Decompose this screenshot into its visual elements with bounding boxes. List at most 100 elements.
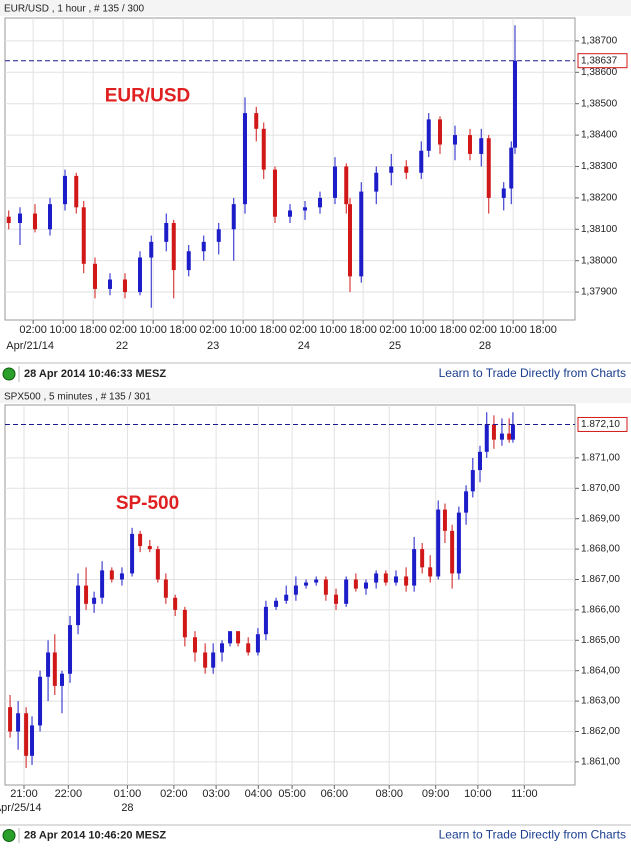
candle-body — [171, 222, 176, 271]
status-indicator — [2, 829, 16, 842]
candle-body — [254, 113, 259, 129]
current-price-label: 1,38637 — [581, 55, 618, 66]
candle-body — [344, 579, 349, 604]
candle-body — [119, 573, 124, 580]
date-label: 22 — [116, 340, 128, 352]
candle-body — [374, 172, 379, 192]
candle-body — [383, 573, 388, 583]
y-tick-label: 1,38300 — [581, 161, 618, 172]
current-price-box — [577, 416, 628, 432]
x-tick-label: 18:00 — [259, 324, 287, 336]
candle-body — [149, 241, 154, 258]
candle-body — [274, 600, 279, 607]
date-label: Apr/25/14 — [0, 802, 42, 814]
candle-body — [109, 570, 114, 580]
candle-body — [16, 713, 21, 732]
candle-body — [442, 509, 447, 531]
x-tick-label: 02:00 — [19, 324, 47, 336]
candle-body — [84, 585, 89, 604]
y-tick-label: 1,37900 — [581, 287, 618, 298]
candle-body — [186, 251, 191, 271]
candle-body — [123, 279, 127, 293]
candle-body — [436, 509, 441, 577]
candle-body — [404, 166, 409, 173]
candle-body — [138, 533, 143, 547]
candle-body — [236, 631, 241, 644]
y-tick-label: 1,38400 — [581, 130, 618, 141]
x-tick-label: 05:00 — [278, 788, 306, 800]
y-tick-label: 1.865,00 — [581, 635, 620, 646]
plot-area — [4, 17, 576, 321]
candle-body — [60, 673, 64, 686]
candle-body — [304, 582, 309, 586]
candle-body — [491, 424, 496, 440]
candle-body — [314, 579, 319, 583]
candle-body — [182, 609, 187, 638]
x-tick-label: 03:00 — [202, 788, 230, 800]
y-tick-label: 1,38500 — [581, 98, 618, 109]
candle-body — [74, 175, 79, 208]
candle-body — [323, 579, 328, 595]
candle-body — [163, 579, 168, 598]
candle-body — [38, 676, 43, 726]
candle-body — [507, 433, 512, 440]
chart-header: SPX500 , 5 minutes , # 135 / 301 — [4, 392, 151, 403]
x-tick-label: 21:00 — [10, 788, 38, 800]
date-label: 28 — [121, 802, 133, 814]
x-tick-label: 02:00 — [289, 324, 317, 336]
annotation: EUR/USD — [105, 86, 191, 107]
timestamp: 28 Apr 2014 10:46:20 MESZ — [24, 829, 166, 841]
y-tick-label: 1.861,00 — [581, 757, 620, 768]
date-label: 25 — [389, 340, 401, 352]
candle-body — [63, 175, 67, 205]
y-tick-label: 1,38000 — [581, 255, 618, 266]
link[interactable]: Learn to Trade Directly from Charts — [439, 828, 626, 842]
x-tick-label: 10:00 — [464, 788, 492, 800]
candle-body — [81, 207, 86, 264]
x-tick-label: 18:00 — [79, 324, 107, 336]
candle-body — [46, 652, 51, 677]
candle-body — [419, 150, 424, 173]
x-tick-label: 10:00 — [499, 324, 527, 336]
y-tick-label: 1.863,00 — [581, 696, 620, 707]
candle-body — [216, 229, 221, 242]
y-tick-label: 1.871,00 — [581, 453, 620, 464]
chart-header: EUR/USD , 1 hour , # 135 / 300 — [4, 4, 145, 15]
link[interactable]: Learn to Trade Directly from Charts — [439, 366, 626, 380]
candle-body — [228, 631, 233, 644]
candle-body — [484, 424, 489, 452]
candle-body — [450, 530, 455, 574]
candle-body — [438, 119, 442, 145]
candle-body — [18, 213, 22, 223]
x-tick-label: 18:00 — [439, 324, 467, 336]
candle-body — [76, 585, 81, 626]
candle-body — [468, 135, 472, 154]
candle-body — [48, 204, 52, 230]
x-tick-label: 02:00 — [160, 788, 188, 800]
candle-body — [456, 512, 461, 574]
candle-body — [374, 573, 379, 583]
candle-body — [138, 257, 142, 293]
candle-body — [404, 576, 409, 586]
date-label: 24 — [298, 340, 310, 352]
candle-body — [93, 263, 97, 289]
x-tick-label: 08:00 — [375, 788, 403, 800]
y-tick-label: 1.862,00 — [581, 726, 620, 737]
candle-body — [510, 424, 515, 440]
x-tick-label: 01:00 — [114, 788, 142, 800]
candle-body — [201, 241, 206, 252]
candle-body — [318, 197, 322, 208]
candle-body — [364, 582, 368, 589]
candle-body — [353, 579, 358, 589]
candle-body — [263, 606, 268, 635]
candle-body — [359, 191, 364, 277]
candle-body — [509, 147, 514, 189]
x-tick-label: 10:00 — [229, 324, 257, 336]
x-tick-label: 10:00 — [409, 324, 437, 336]
x-tick-label: 02:00 — [109, 324, 137, 336]
candle-body — [173, 597, 178, 610]
y-tick-label: 1.869,00 — [581, 513, 620, 524]
y-tick-label: 1.870,00 — [581, 483, 620, 494]
x-tick-label: 10:00 — [49, 324, 77, 336]
